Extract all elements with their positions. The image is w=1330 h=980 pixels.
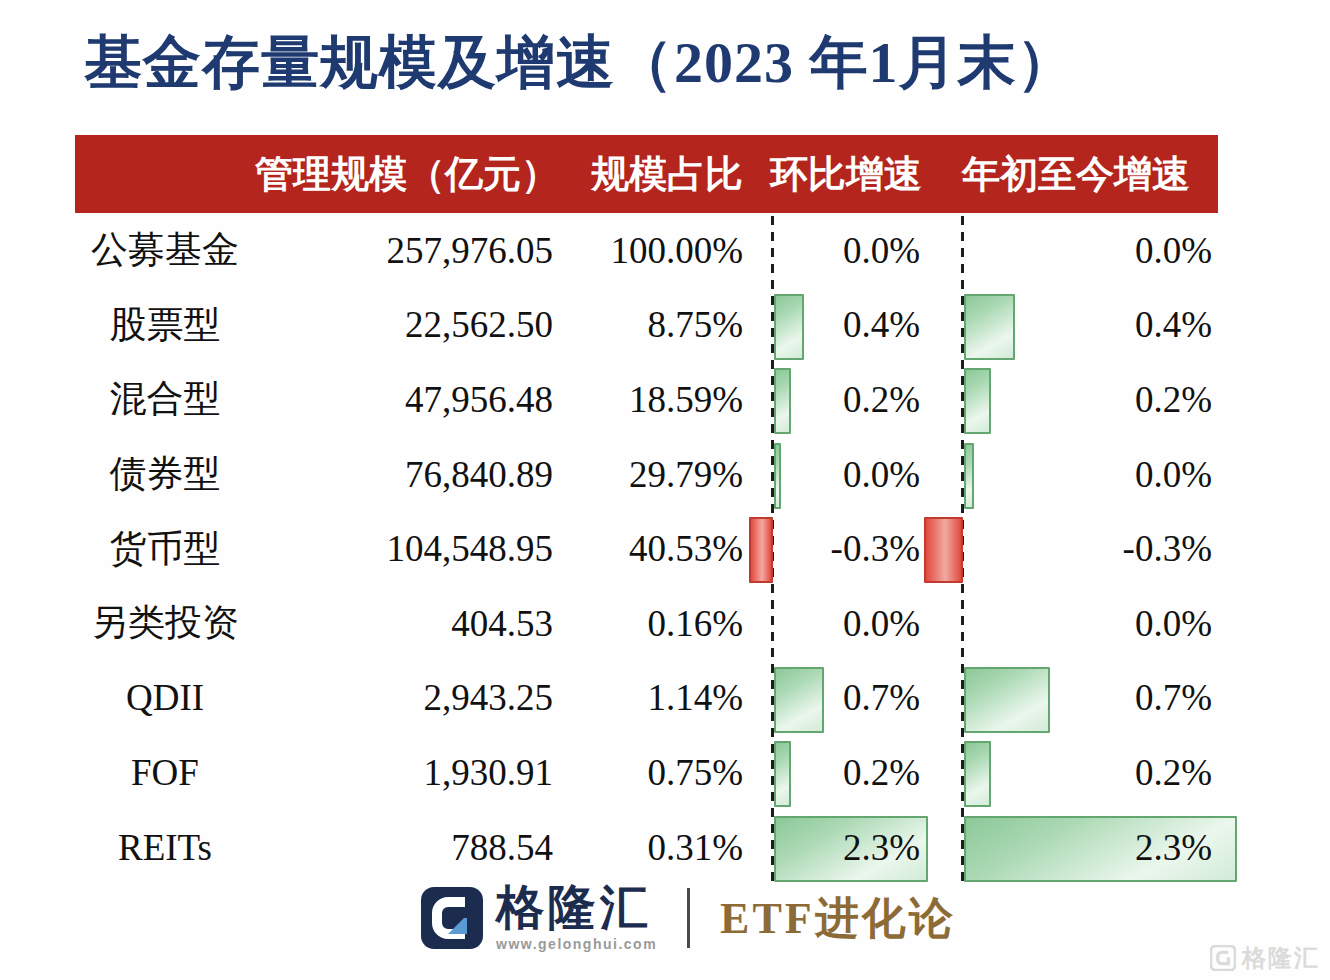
fund-type-label: QDII: [75, 676, 255, 719]
mom-value: 0.0%: [745, 453, 962, 496]
ytd-value: 0.0%: [962, 602, 1218, 645]
scale-value: 404.53: [255, 602, 555, 645]
fund-type-label: REITs: [75, 826, 255, 869]
table-row: 货币型 104,548.95 40.53% -0.3% -0.3%: [75, 511, 1218, 586]
share-value: 8.75%: [555, 303, 745, 346]
watermark: 格隆汇: [1210, 942, 1320, 974]
scale-value: 2,943.25: [255, 676, 555, 719]
ytd-value: 0.2%: [962, 751, 1218, 794]
fund-scale-infographic: 基金存量规模及增速（2023 年1月末） 管理规模（亿元） 规模占比 环比增速 …: [0, 0, 1330, 980]
watermark-logo-icon: [1210, 945, 1236, 971]
share-value: 0.75%: [555, 751, 745, 794]
brand-name: 格隆汇: [496, 884, 652, 932]
mom-value: 0.7%: [745, 676, 962, 719]
fund-type-label: 股票型: [75, 300, 255, 350]
fund-type-label: 另类投资: [75, 598, 255, 648]
mom-value: 0.0%: [745, 229, 962, 272]
table-row: FOF 1,930.91 0.75% 0.2% 0.2%: [75, 735, 1218, 810]
fund-type-label: 货币型: [75, 524, 255, 574]
header-cell-share: 规模占比: [555, 149, 745, 200]
share-value: 0.16%: [555, 602, 745, 645]
scale-value: 788.54: [255, 826, 555, 869]
mom-value: 0.0%: [745, 602, 962, 645]
share-value: 1.14%: [555, 676, 745, 719]
ytd-value: 2.3%: [962, 826, 1218, 869]
table-row: QDII 2,943.25 1.14% 0.7% 0.7%: [75, 661, 1218, 736]
mom-value: -0.3%: [745, 527, 962, 570]
fund-type-label: 公募基金: [75, 225, 255, 275]
mom-value: 0.2%: [745, 378, 962, 421]
ytd-value: -0.3%: [962, 527, 1218, 570]
footer: 格隆汇 www.gelonghui.com ETF进化论: [420, 884, 956, 952]
scale-value: 76,840.89: [255, 453, 555, 496]
table-row: 债券型 76,840.89 29.79% 0.0% 0.0%: [75, 437, 1218, 512]
ytd-value: 0.4%: [962, 303, 1218, 346]
mom-value: 0.4%: [745, 303, 962, 346]
share-value: 100.00%: [555, 229, 745, 272]
mom-value: 2.3%: [745, 826, 962, 869]
table-row: 混合型 47,956.48 18.59% 0.2% 0.2%: [75, 362, 1218, 437]
table-row: 公募基金 257,976.05 100.00% 0.0% 0.0%: [75, 213, 1218, 288]
ytd-value: 0.7%: [962, 676, 1218, 719]
brand-url: www.gelonghui.com: [496, 936, 657, 952]
header-cell-mom: 环比增速: [745, 149, 962, 200]
ytd-value: 0.0%: [962, 453, 1218, 496]
scale-value: 257,976.05: [255, 229, 555, 272]
share-value: 40.53%: [555, 527, 745, 570]
page-title: 基金存量规模及增速（2023 年1月末）: [84, 24, 1244, 102]
table-body: 公募基金 257,976.05 100.00% 0.0% 0.0% 股票型 22…: [75, 213, 1218, 885]
share-value: 29.79%: [555, 453, 745, 496]
ytd-value: 0.2%: [962, 378, 1218, 421]
table-row: 股票型 22,562.50 8.75% 0.4% 0.4%: [75, 288, 1218, 363]
partner-name: ETF进化论: [720, 889, 956, 948]
scale-value: 22,562.50: [255, 303, 555, 346]
footer-divider: [687, 888, 690, 948]
table-row: 另类投资 404.53 0.16% 0.0% 0.0%: [75, 586, 1218, 661]
table-header: 管理规模（亿元） 规模占比 环比增速 年初至今增速: [75, 135, 1218, 213]
fund-type-label: FOF: [75, 751, 255, 794]
scale-value: 1,930.91: [255, 751, 555, 794]
header-cell-scale: 管理规模（亿元）: [255, 149, 555, 200]
mom-value: 0.2%: [745, 751, 962, 794]
ytd-value: 0.0%: [962, 229, 1218, 272]
scale-value: 47,956.48: [255, 378, 555, 421]
watermark-text: 格隆汇: [1242, 942, 1320, 974]
gelonghui-logo-icon: [420, 886, 484, 950]
gelonghui-brand: 格隆汇 www.gelonghui.com: [420, 884, 657, 952]
table-row: REITs 788.54 0.31% 2.3% 2.3%: [75, 810, 1218, 885]
share-value: 0.31%: [555, 826, 745, 869]
scale-value: 104,548.95: [255, 527, 555, 570]
fund-type-label: 混合型: [75, 374, 255, 424]
header-cell-ytd: 年初至今增速: [962, 149, 1218, 200]
share-value: 18.59%: [555, 378, 745, 421]
fund-type-label: 债券型: [75, 449, 255, 499]
